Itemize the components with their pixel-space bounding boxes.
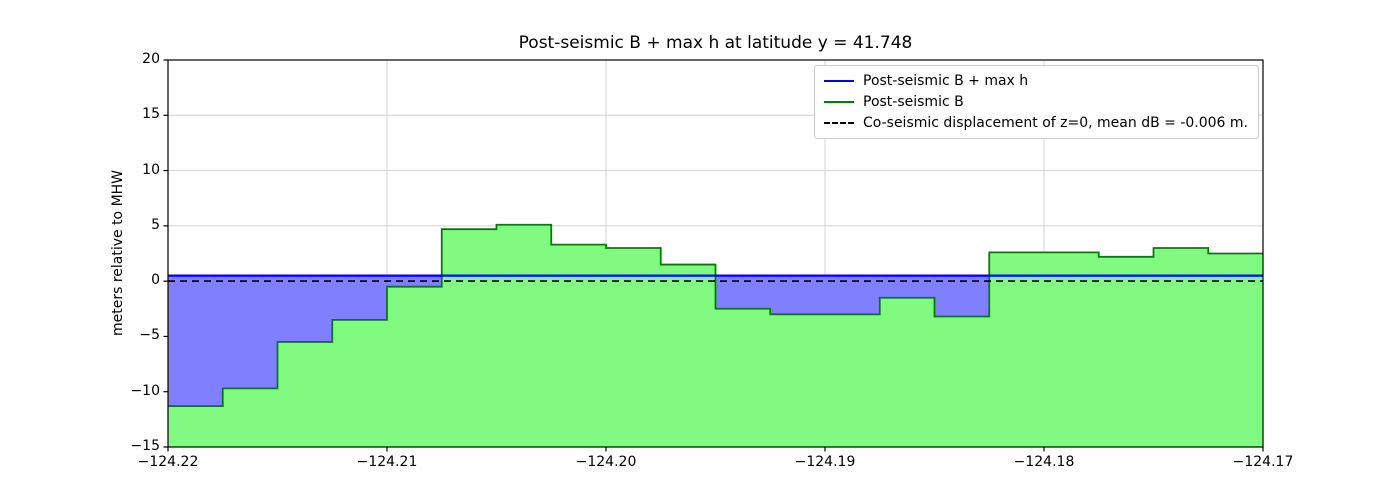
y-tick-label: 10 <box>142 161 160 178</box>
legend-item-b: Post-seismic B <box>824 94 1248 110</box>
chart-title: Post-seismic B + max h at latitude y = 4… <box>518 33 913 53</box>
y-tick-label: −10 <box>130 382 160 399</box>
legend-label: Post-seismic B <box>863 94 964 110</box>
legend-item-coseismic: Co-seismic displacement of z=0, mean dB … <box>824 115 1248 131</box>
x-tick-label: −124.19 <box>794 454 856 470</box>
legend-label: Co-seismic displacement of z=0, mean dB … <box>863 115 1248 131</box>
y-tick-label: 20 <box>142 51 160 67</box>
x-tick-label: −124.17 <box>1232 454 1294 470</box>
legend-item-b-plus-maxh: Post-seismic B + max h <box>824 73 1248 89</box>
legend-label: Post-seismic B + max h <box>863 73 1029 89</box>
x-tick-label: −124.21 <box>356 454 418 470</box>
legend: Post-seismic B + max h Post-seismic B Co… <box>814 65 1259 139</box>
x-tick-label: −124.22 <box>137 454 199 470</box>
x-tick-label: −124.20 <box>575 454 637 470</box>
y-tick-label: 5 <box>151 216 160 233</box>
y-tick-label: −5 <box>139 327 160 344</box>
x-tick-label: −124.18 <box>1013 454 1075 470</box>
y-tick-label: −15 <box>130 438 160 454</box>
green-line-swatch <box>824 101 854 103</box>
dashed-line-swatch <box>824 122 854 124</box>
y-tick-label: 15 <box>142 106 160 123</box>
y-tick-label: 0 <box>151 272 160 289</box>
blue-line-swatch <box>824 80 854 82</box>
